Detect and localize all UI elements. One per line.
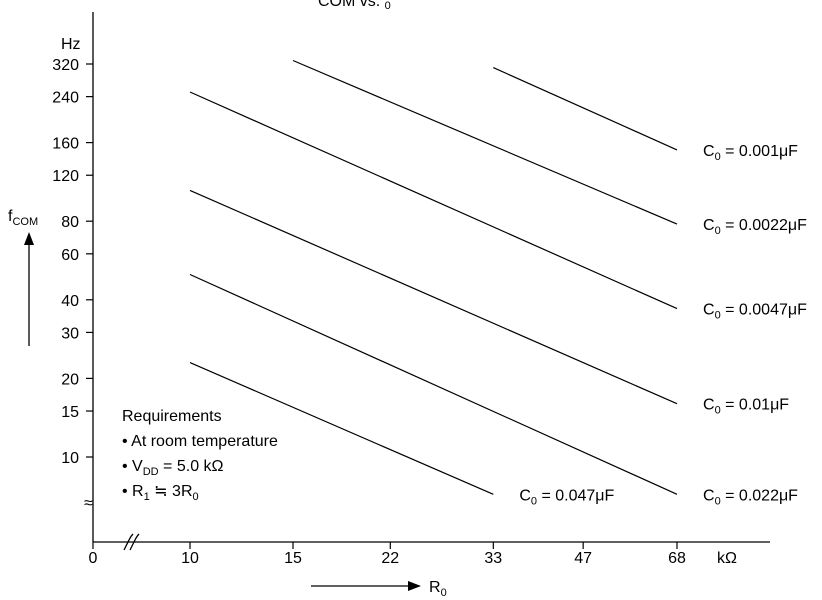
series-label-main: C (703, 397, 715, 414)
x-zero-label: 0 (89, 550, 98, 567)
y-tick-label: 60 (61, 247, 79, 264)
series-lines (189, 59, 678, 495)
y-tick-label: 80 (61, 214, 79, 231)
x-tick-label: 33 (484, 550, 502, 567)
series-label-sub: 0 (715, 495, 721, 507)
series-label-main: C (703, 217, 715, 234)
chart-title-text: COM vs. (318, 0, 385, 10)
series-line (493, 67, 678, 151)
series-label-rest: = 0.01μF (721, 397, 790, 414)
x-tick-label: 10 (181, 550, 199, 567)
series-label-main: C (703, 143, 715, 160)
series-line (189, 189, 678, 405)
series-line (189, 273, 678, 495)
notes-item-r1: • R1 ≒ 3R0 (122, 483, 199, 503)
series-label-main: C (703, 302, 715, 319)
x-axis-arrow (311, 581, 421, 591)
x-axis-break-mark (123, 533, 140, 551)
x-unit-label: kΩ (717, 550, 737, 567)
y-tick-label: 20 (61, 371, 79, 388)
series-label: C0 = 0.047μF (519, 487, 614, 507)
y-tick-label: 10 (61, 450, 79, 467)
y-tick-label: 120 (52, 168, 79, 185)
series-label-rest: = 0.0047μF (721, 302, 807, 319)
series-line (292, 59, 678, 225)
series-label-rest: = 0.001μF (721, 143, 798, 160)
series-label: C0 = 0.001μF (703, 143, 798, 163)
notes-item-vdd-sub: DD (143, 466, 159, 478)
notes-item-vdd: • VDD = 5.0 kΩ (122, 458, 224, 478)
x-axis-label-main: R (429, 579, 441, 596)
x-axis-label: R0 (429, 579, 447, 599)
series-label: C0 = 0.0022μF (703, 217, 807, 237)
notes-item-r1-mid: ≒ 3R (150, 483, 193, 500)
notes-heading: Requirements (122, 408, 222, 425)
series-label-sub: 0 (715, 405, 721, 417)
notes-item-r1-sub: 1 (144, 491, 150, 503)
series-label: C0 = 0.022μF (703, 487, 798, 507)
x-tick-label: 68 (668, 550, 686, 567)
notes-item-r1-pre: • R (122, 483, 144, 500)
y-tick-label: 240 (52, 90, 79, 107)
y-axis-break-mark: ≈ (84, 495, 93, 512)
series-label-sub: 0 (715, 151, 721, 163)
x-ticks: 10 15 22 33 47 68 (92, 542, 686, 567)
x-tick-label: 15 (284, 550, 302, 567)
series-label-rest: = 0.0022μF (721, 217, 807, 234)
series-label-sub: 0 (715, 225, 721, 237)
y-tick-label: 320 (52, 57, 79, 74)
series-label-main: C (519, 487, 531, 504)
series-label-rest: = 0.047μF (537, 487, 614, 504)
y-tick-label: 160 (52, 136, 79, 153)
notes-item-r1-sub2: 0 (193, 491, 199, 503)
chart-title: COM vs. 0 (318, 0, 391, 12)
y-unit-label: Hz (61, 36, 81, 53)
y-tick-label: 40 (61, 293, 79, 310)
chart-title-sub: 0 (385, 0, 391, 12)
series-label-sub: 0 (715, 310, 721, 322)
notes-item-vdd-pre: • V (122, 458, 143, 475)
x-tick-label: 47 (574, 550, 592, 567)
y-ticks: 10 15 20 30 40 60 80 120 160 240 320 (52, 57, 93, 467)
series-line (189, 91, 678, 310)
series-label-sub: 0 (531, 495, 537, 507)
notes-item-temperature: • At room temperature (122, 433, 278, 450)
series-label-main: C (703, 487, 715, 504)
series-line (189, 362, 494, 495)
y-axis-label-main: f (8, 208, 13, 225)
y-axis-label: fCOM (8, 208, 38, 228)
x-axis-label-sub: 0 (441, 587, 447, 599)
y-tick-label: 30 (61, 325, 79, 342)
notes-item-vdd-post: = 5.0 kΩ (159, 458, 224, 475)
series-label: C0 = 0.01μF (703, 397, 789, 417)
y-tick-label: 15 (61, 404, 79, 421)
x-tick-label: 22 (381, 550, 399, 567)
series-label: C0 = 0.0047μF (703, 302, 807, 322)
y-axis-arrow (24, 232, 34, 346)
series-label-rest: = 0.022μF (721, 487, 798, 504)
y-axis-label-sub: COM (12, 216, 38, 228)
